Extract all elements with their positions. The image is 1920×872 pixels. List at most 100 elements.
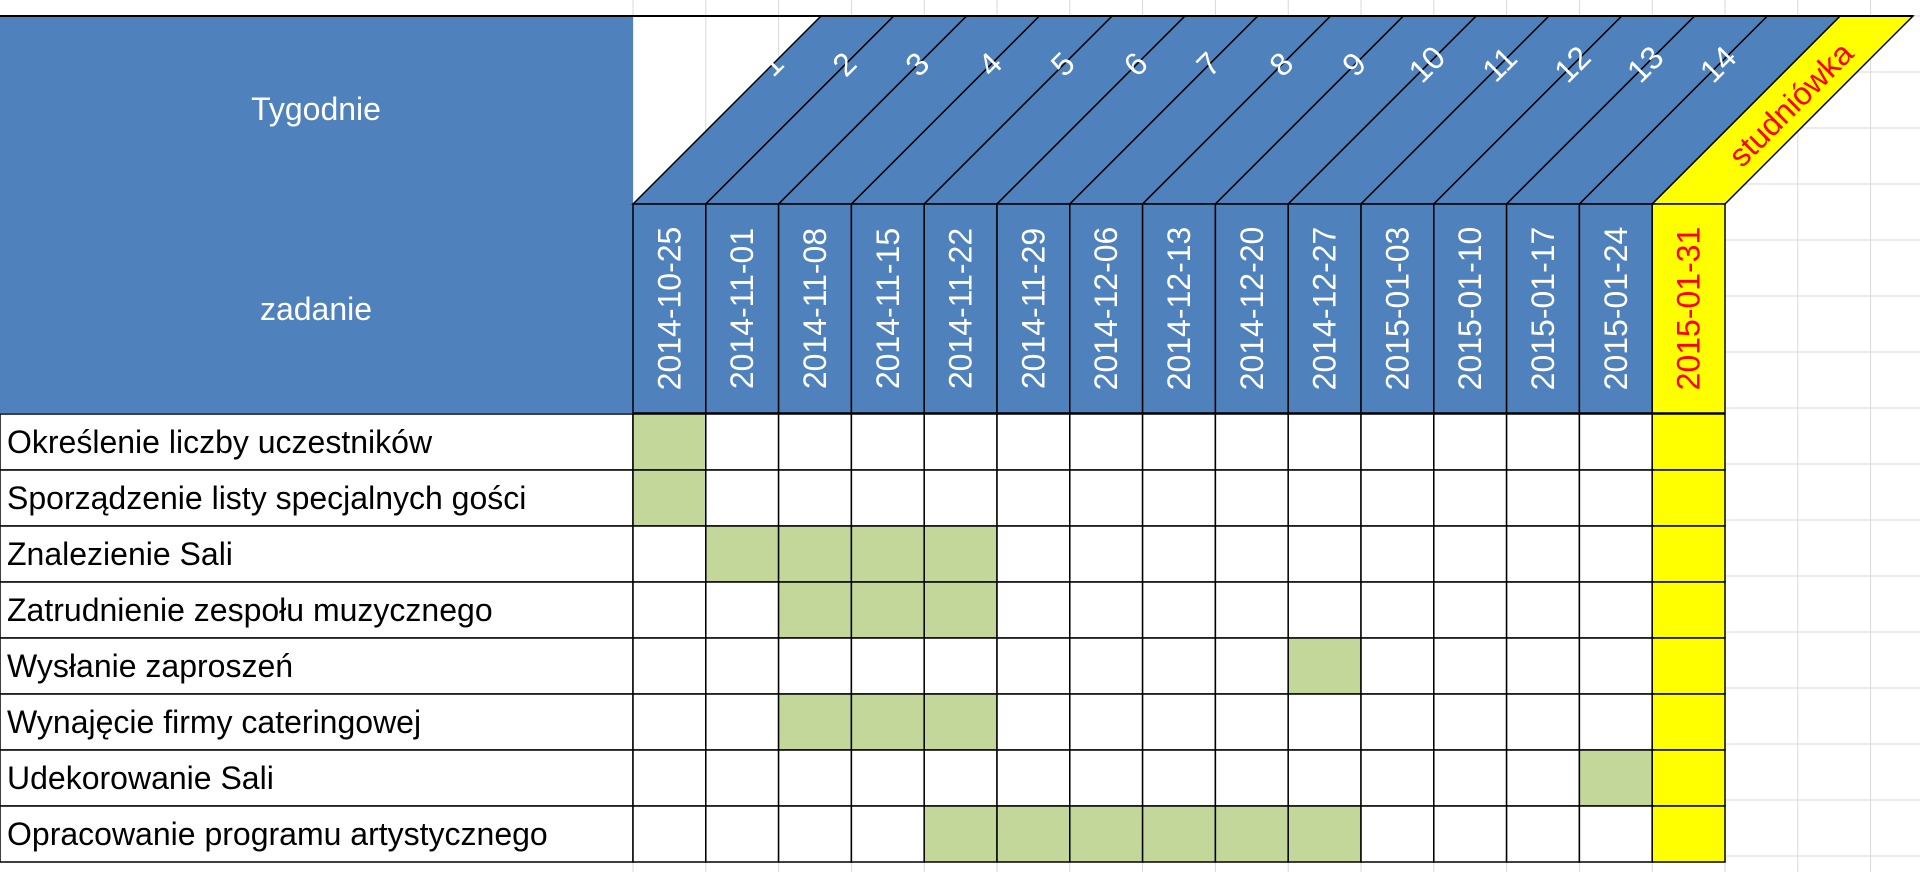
task-grid-cell	[1360, 413, 1435, 471]
date-header-cell	[1360, 203, 1435, 414]
task-grid-cell	[1069, 749, 1144, 807]
task-grid-cell	[996, 413, 1071, 471]
task-grid-cell	[777, 469, 853, 527]
task-grid-cell	[923, 413, 998, 471]
task-grid-cell	[1505, 581, 1581, 639]
task-grid-cell	[1287, 469, 1362, 527]
task-grid-cell	[1505, 413, 1581, 471]
task-grid-cell	[1433, 525, 1508, 583]
task-grid-cell	[1069, 525, 1144, 583]
date-label: 2014-12-06	[1088, 227, 1124, 391]
task-grid-cell	[1069, 693, 1144, 751]
task-grid-cell	[850, 637, 925, 695]
task-grid-cell	[1069, 469, 1144, 527]
task-grid-cell	[1287, 749, 1362, 807]
task-grid-cell	[1360, 693, 1435, 751]
task-grid-cell	[1578, 469, 1653, 527]
task-bar-cell	[632, 469, 707, 527]
task-grid-cell	[1214, 525, 1289, 583]
task-name-cell	[0, 749, 634, 807]
task-grid-cell	[923, 637, 998, 695]
task-bar-cell	[1578, 749, 1653, 807]
task-grid-cell	[1578, 637, 1653, 695]
task-bar-cell	[923, 805, 998, 863]
date-header-cell	[1214, 203, 1289, 414]
weeks-header-label: Tygodnie	[251, 91, 381, 127]
task-grid-cell	[1433, 805, 1508, 863]
task-bar-cell	[923, 525, 998, 583]
task-grid-cell	[1287, 693, 1362, 751]
task-grid-cell	[1360, 469, 1435, 527]
task-bar-cell	[923, 693, 998, 751]
task-bar-cell	[850, 581, 925, 639]
task-bar-cell	[777, 581, 853, 639]
task-label: Zatrudnienie zespołu muzycznego	[7, 592, 493, 628]
task-grid-cell	[1141, 693, 1217, 751]
date-label: 2015-01-03	[1379, 227, 1415, 391]
date-label: 2014-10-25	[651, 227, 687, 391]
task-bar-cell	[996, 805, 1071, 863]
task-grid-cell	[777, 749, 853, 807]
date-label: 2014-11-22	[943, 228, 979, 389]
task-grid-cell	[1141, 581, 1217, 639]
date-label: 2014-11-15	[870, 228, 906, 389]
task-label: Wysłanie zaproszeń	[7, 648, 293, 684]
task-bar-cell	[1287, 637, 1362, 695]
task-name-cell	[0, 525, 634, 583]
task-grid-cell	[705, 469, 780, 527]
task-grid-cell	[996, 749, 1071, 807]
task-bar-cell	[923, 581, 998, 639]
date-label: 2014-12-13	[1161, 227, 1197, 391]
task-grid-cell	[705, 805, 780, 863]
date-label: 2014-11-29	[1015, 228, 1051, 389]
task-label: Wynajęcie firmy cateringowej	[7, 704, 421, 740]
task-grid-cell	[1505, 469, 1581, 527]
task-grid-cell	[1433, 581, 1508, 639]
task-grid-cell	[850, 413, 925, 471]
task-label: Udekorowanie Sali	[7, 760, 274, 796]
highlight-column-cell	[1651, 749, 1726, 807]
date-label: 2014-12-27	[1307, 227, 1343, 391]
task-grid-cell	[1360, 525, 1435, 583]
task-grid-cell	[705, 413, 780, 471]
task-grid-cell	[996, 637, 1071, 695]
highlight-column-cell	[1651, 525, 1726, 583]
task-grid-cell	[1505, 693, 1581, 751]
task-grid-cell	[1141, 525, 1217, 583]
date-label: 2014-11-01	[724, 228, 760, 389]
task-label: Sporządzenie listy specjalnych gości	[7, 480, 526, 516]
date-label: 2015-01-10	[1452, 227, 1488, 391]
task-grid-cell	[1360, 637, 1435, 695]
task-grid-cell	[1214, 413, 1289, 471]
task-grid-cell	[1433, 469, 1508, 527]
task-label: Określenie liczby uczestników	[7, 424, 433, 460]
highlight-column-cell	[1651, 413, 1726, 471]
task-grid-cell	[632, 749, 707, 807]
task-name-cell	[0, 637, 634, 695]
task-grid-cell	[632, 637, 707, 695]
task-name-cell	[0, 805, 634, 863]
task-bar-cell	[632, 413, 707, 471]
highlight-column-cell	[1651, 581, 1726, 639]
task-bar-cell	[850, 693, 925, 751]
date-header-cell	[1505, 203, 1581, 414]
task-grid-cell	[1214, 469, 1289, 527]
task-grid-cell	[1141, 413, 1217, 471]
task-grid-cell	[1069, 581, 1144, 639]
task-grid-cell	[850, 749, 925, 807]
task-grid-cell	[1433, 749, 1508, 807]
task-header-block	[0, 204, 633, 413]
task-grid-cell	[705, 693, 780, 751]
task-bar-cell	[777, 693, 853, 751]
task-name-cell	[0, 469, 634, 527]
date-label: 2015-01-17	[1525, 227, 1561, 391]
task-grid-cell	[777, 413, 853, 471]
task-grid-cell	[705, 749, 780, 807]
weeks-header-block	[0, 16, 633, 204]
task-grid-cell	[1578, 581, 1653, 639]
task-grid-cell	[632, 805, 707, 863]
task-grid-cell	[1578, 525, 1653, 583]
date-header-cell	[1578, 203, 1653, 414]
task-grid-cell	[1214, 637, 1289, 695]
